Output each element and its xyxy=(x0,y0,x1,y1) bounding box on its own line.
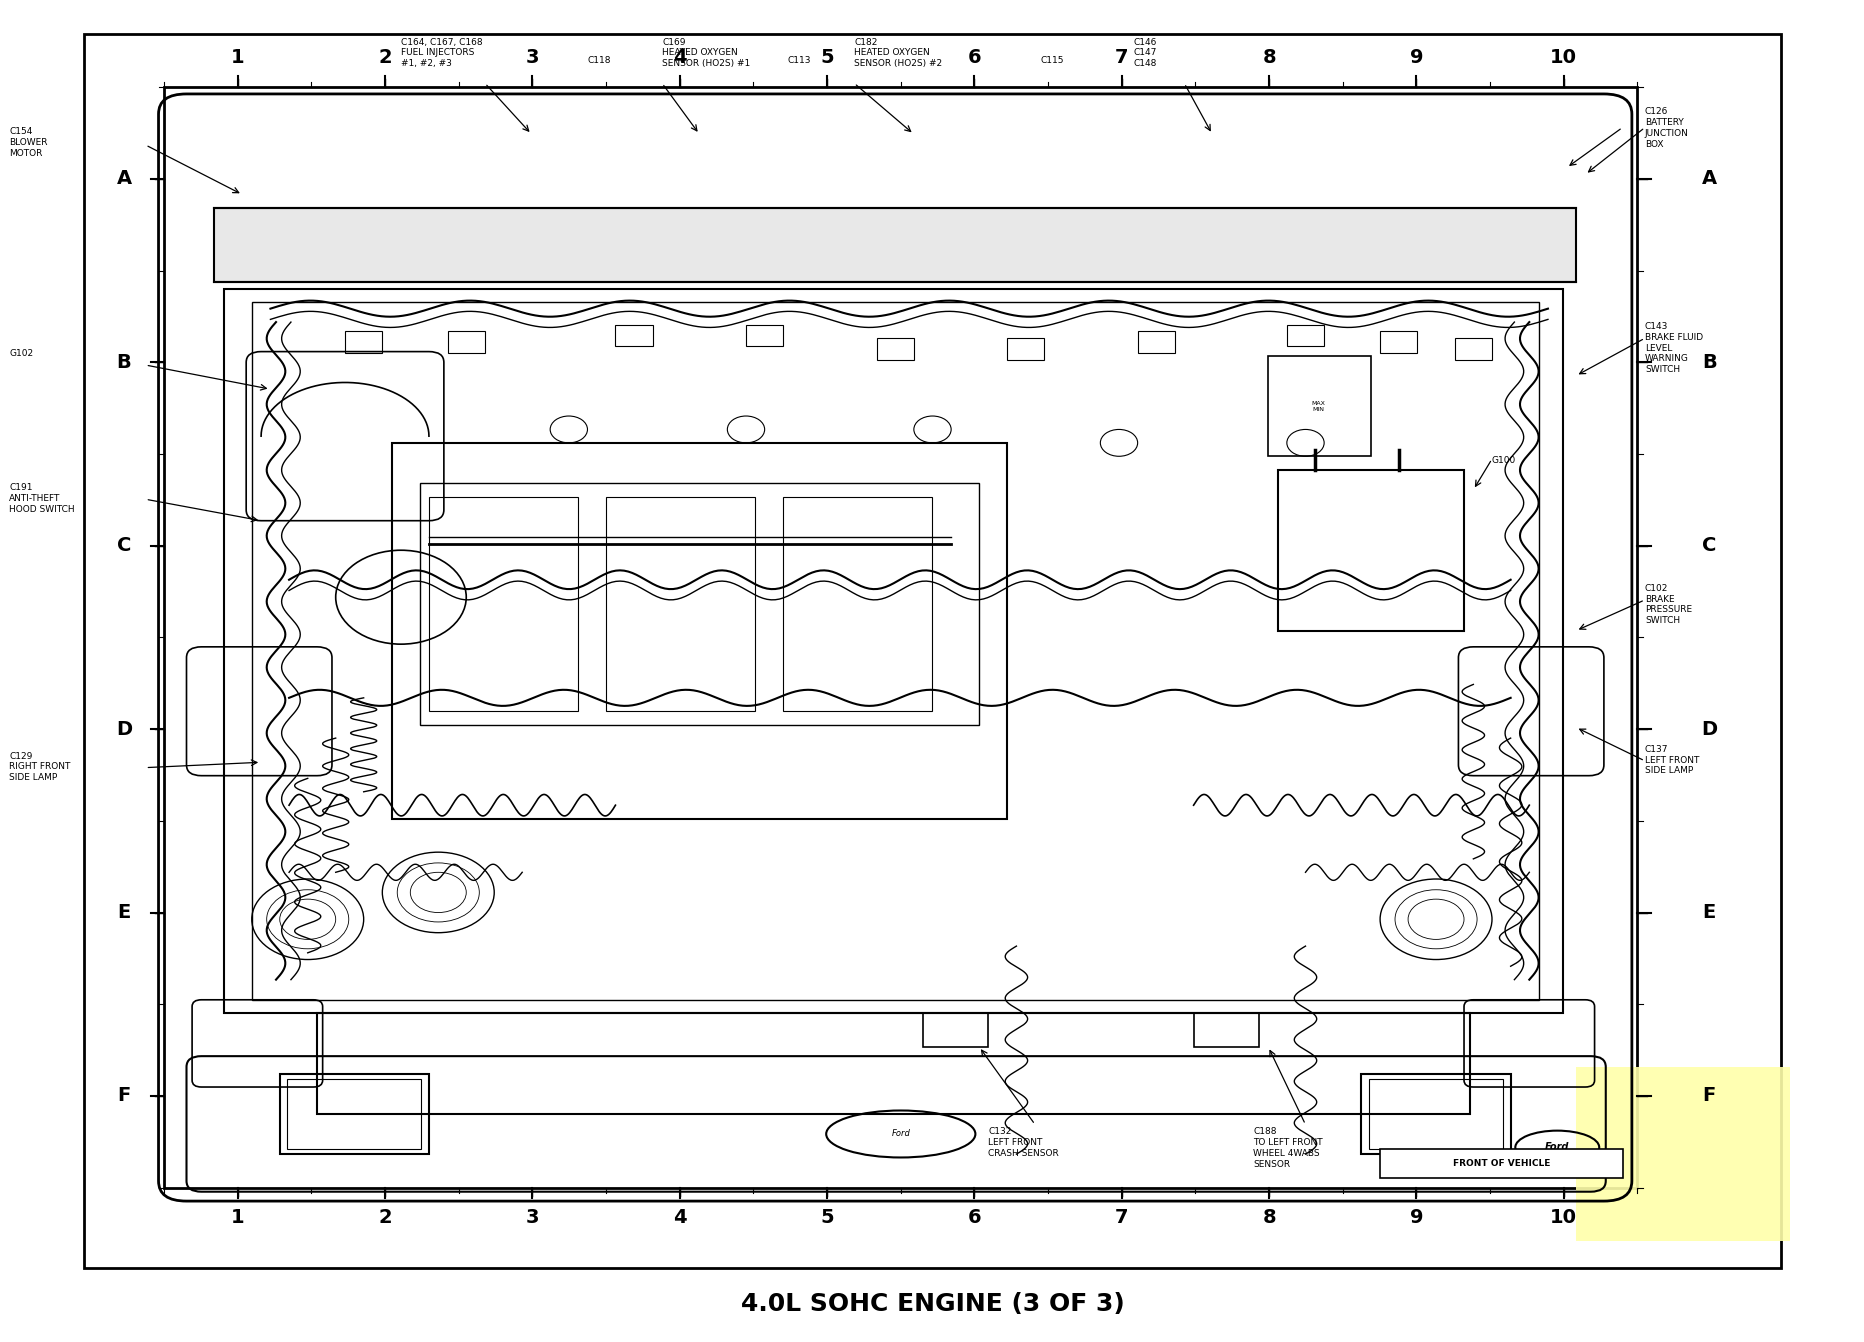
Bar xyxy=(1361,1074,1510,1154)
Text: G100: G100 xyxy=(1491,456,1515,466)
Text: C146
C147
C148: C146 C147 C148 xyxy=(1133,38,1158,68)
Text: C154
BLOWER
MOTOR: C154 BLOWER MOTOR xyxy=(9,127,48,158)
Text: C118: C118 xyxy=(587,56,611,66)
Text: FRONT OF VEHICLE: FRONT OF VEHICLE xyxy=(1452,1159,1549,1168)
Text: C102
BRAKE
PRESSURE
SWITCH: C102 BRAKE PRESSURE SWITCH xyxy=(1644,584,1691,625)
Bar xyxy=(1379,331,1417,353)
Bar xyxy=(1137,331,1174,353)
Text: 3: 3 xyxy=(526,48,539,67)
Bar xyxy=(1193,1013,1258,1047)
Text: 2: 2 xyxy=(378,1208,391,1227)
Text: A: A xyxy=(116,169,132,188)
Text: C188
TO LEFT FRONT
WHEEL 4WABS
SENSOR: C188 TO LEFT FRONT WHEEL 4WABS SENSOR xyxy=(1253,1127,1322,1169)
Text: F: F xyxy=(117,1087,130,1106)
Text: 7: 7 xyxy=(1115,1208,1128,1227)
Bar xyxy=(419,483,979,725)
Text: 6: 6 xyxy=(967,48,980,67)
Text: C137
LEFT FRONT
SIDE LAMP: C137 LEFT FRONT SIDE LAMP xyxy=(1644,745,1698,776)
Text: C126
BATTERY
JUNCTION
BOX: C126 BATTERY JUNCTION BOX xyxy=(1644,107,1689,149)
Text: C129
RIGHT FRONT
SIDE LAMP: C129 RIGHT FRONT SIDE LAMP xyxy=(9,752,71,782)
Text: C191
ANTI-THEFT
HOOD SWITCH: C191 ANTI-THEFT HOOD SWITCH xyxy=(9,483,75,514)
Text: 5: 5 xyxy=(820,48,833,67)
Text: A: A xyxy=(1700,169,1717,188)
Bar xyxy=(1368,1079,1502,1149)
Bar xyxy=(746,325,783,346)
Text: 1: 1 xyxy=(231,1208,244,1227)
Text: 9: 9 xyxy=(1409,48,1422,67)
Bar xyxy=(447,331,485,353)
Text: F: F xyxy=(1702,1087,1715,1106)
Bar xyxy=(214,208,1575,282)
Bar xyxy=(287,1079,421,1149)
Text: E: E xyxy=(1702,903,1715,922)
Text: C: C xyxy=(1702,537,1715,556)
Text: 10: 10 xyxy=(1549,48,1577,67)
Text: D: D xyxy=(116,719,132,738)
Text: 4.0L SOHC ENGINE (3 OF 3): 4.0L SOHC ENGINE (3 OF 3) xyxy=(740,1292,1124,1317)
Bar xyxy=(317,1013,1469,1114)
Text: G102: G102 xyxy=(9,349,34,358)
Text: 4: 4 xyxy=(673,1208,686,1227)
Text: 7: 7 xyxy=(1115,48,1128,67)
Bar xyxy=(783,497,932,711)
Text: B: B xyxy=(1702,353,1715,372)
Bar xyxy=(164,87,1637,1188)
Text: 6: 6 xyxy=(967,1208,980,1227)
Text: C113: C113 xyxy=(787,56,811,66)
Text: 8: 8 xyxy=(1262,1208,1275,1227)
Bar xyxy=(1007,338,1044,360)
Text: B: B xyxy=(117,353,130,372)
Bar xyxy=(1268,356,1370,456)
Text: C132
LEFT FRONT
CRASH SENSOR: C132 LEFT FRONT CRASH SENSOR xyxy=(988,1127,1059,1158)
Bar xyxy=(429,497,578,711)
Text: 3: 3 xyxy=(526,1208,539,1227)
Bar xyxy=(1454,338,1491,360)
Bar xyxy=(345,331,382,353)
Text: E: E xyxy=(117,903,130,922)
Bar xyxy=(1277,470,1463,631)
Text: D: D xyxy=(1700,719,1717,738)
Text: 10: 10 xyxy=(1549,1208,1577,1227)
Text: C169
HEATED OXYGEN
SENSOR (HO2S) #1: C169 HEATED OXYGEN SENSOR (HO2S) #1 xyxy=(662,38,749,68)
Bar xyxy=(280,1074,429,1154)
Bar xyxy=(1575,1067,1789,1241)
Text: 4: 4 xyxy=(673,48,686,67)
Text: 8: 8 xyxy=(1262,48,1275,67)
Text: C164, C167, C168
FUEL INJECTORS
#1, #2, #3: C164, C167, C168 FUEL INJECTORS #1, #2, … xyxy=(401,38,483,68)
Bar xyxy=(252,302,1538,1000)
Text: C182
HEATED OXYGEN
SENSOR (HO2S) #2: C182 HEATED OXYGEN SENSOR (HO2S) #2 xyxy=(854,38,941,68)
Text: 9: 9 xyxy=(1409,1208,1422,1227)
Text: MAX
MIN: MAX MIN xyxy=(1310,401,1325,412)
Bar xyxy=(1286,325,1323,346)
Text: C115: C115 xyxy=(1040,56,1064,66)
Text: 1: 1 xyxy=(231,48,244,67)
Text: 2: 2 xyxy=(378,48,391,67)
Text: C143
BRAKE FLUID
LEVEL
WARNING
SWITCH: C143 BRAKE FLUID LEVEL WARNING SWITCH xyxy=(1644,322,1702,374)
Bar xyxy=(876,338,913,360)
Bar xyxy=(615,325,652,346)
Text: C: C xyxy=(117,537,130,556)
Bar xyxy=(391,443,1007,819)
Bar xyxy=(224,289,1562,1013)
Bar xyxy=(1379,1149,1622,1178)
Text: Ford: Ford xyxy=(891,1130,910,1138)
Bar xyxy=(923,1013,988,1047)
Text: Ford: Ford xyxy=(1543,1142,1569,1153)
Bar xyxy=(606,497,755,711)
Text: 5: 5 xyxy=(820,1208,833,1227)
